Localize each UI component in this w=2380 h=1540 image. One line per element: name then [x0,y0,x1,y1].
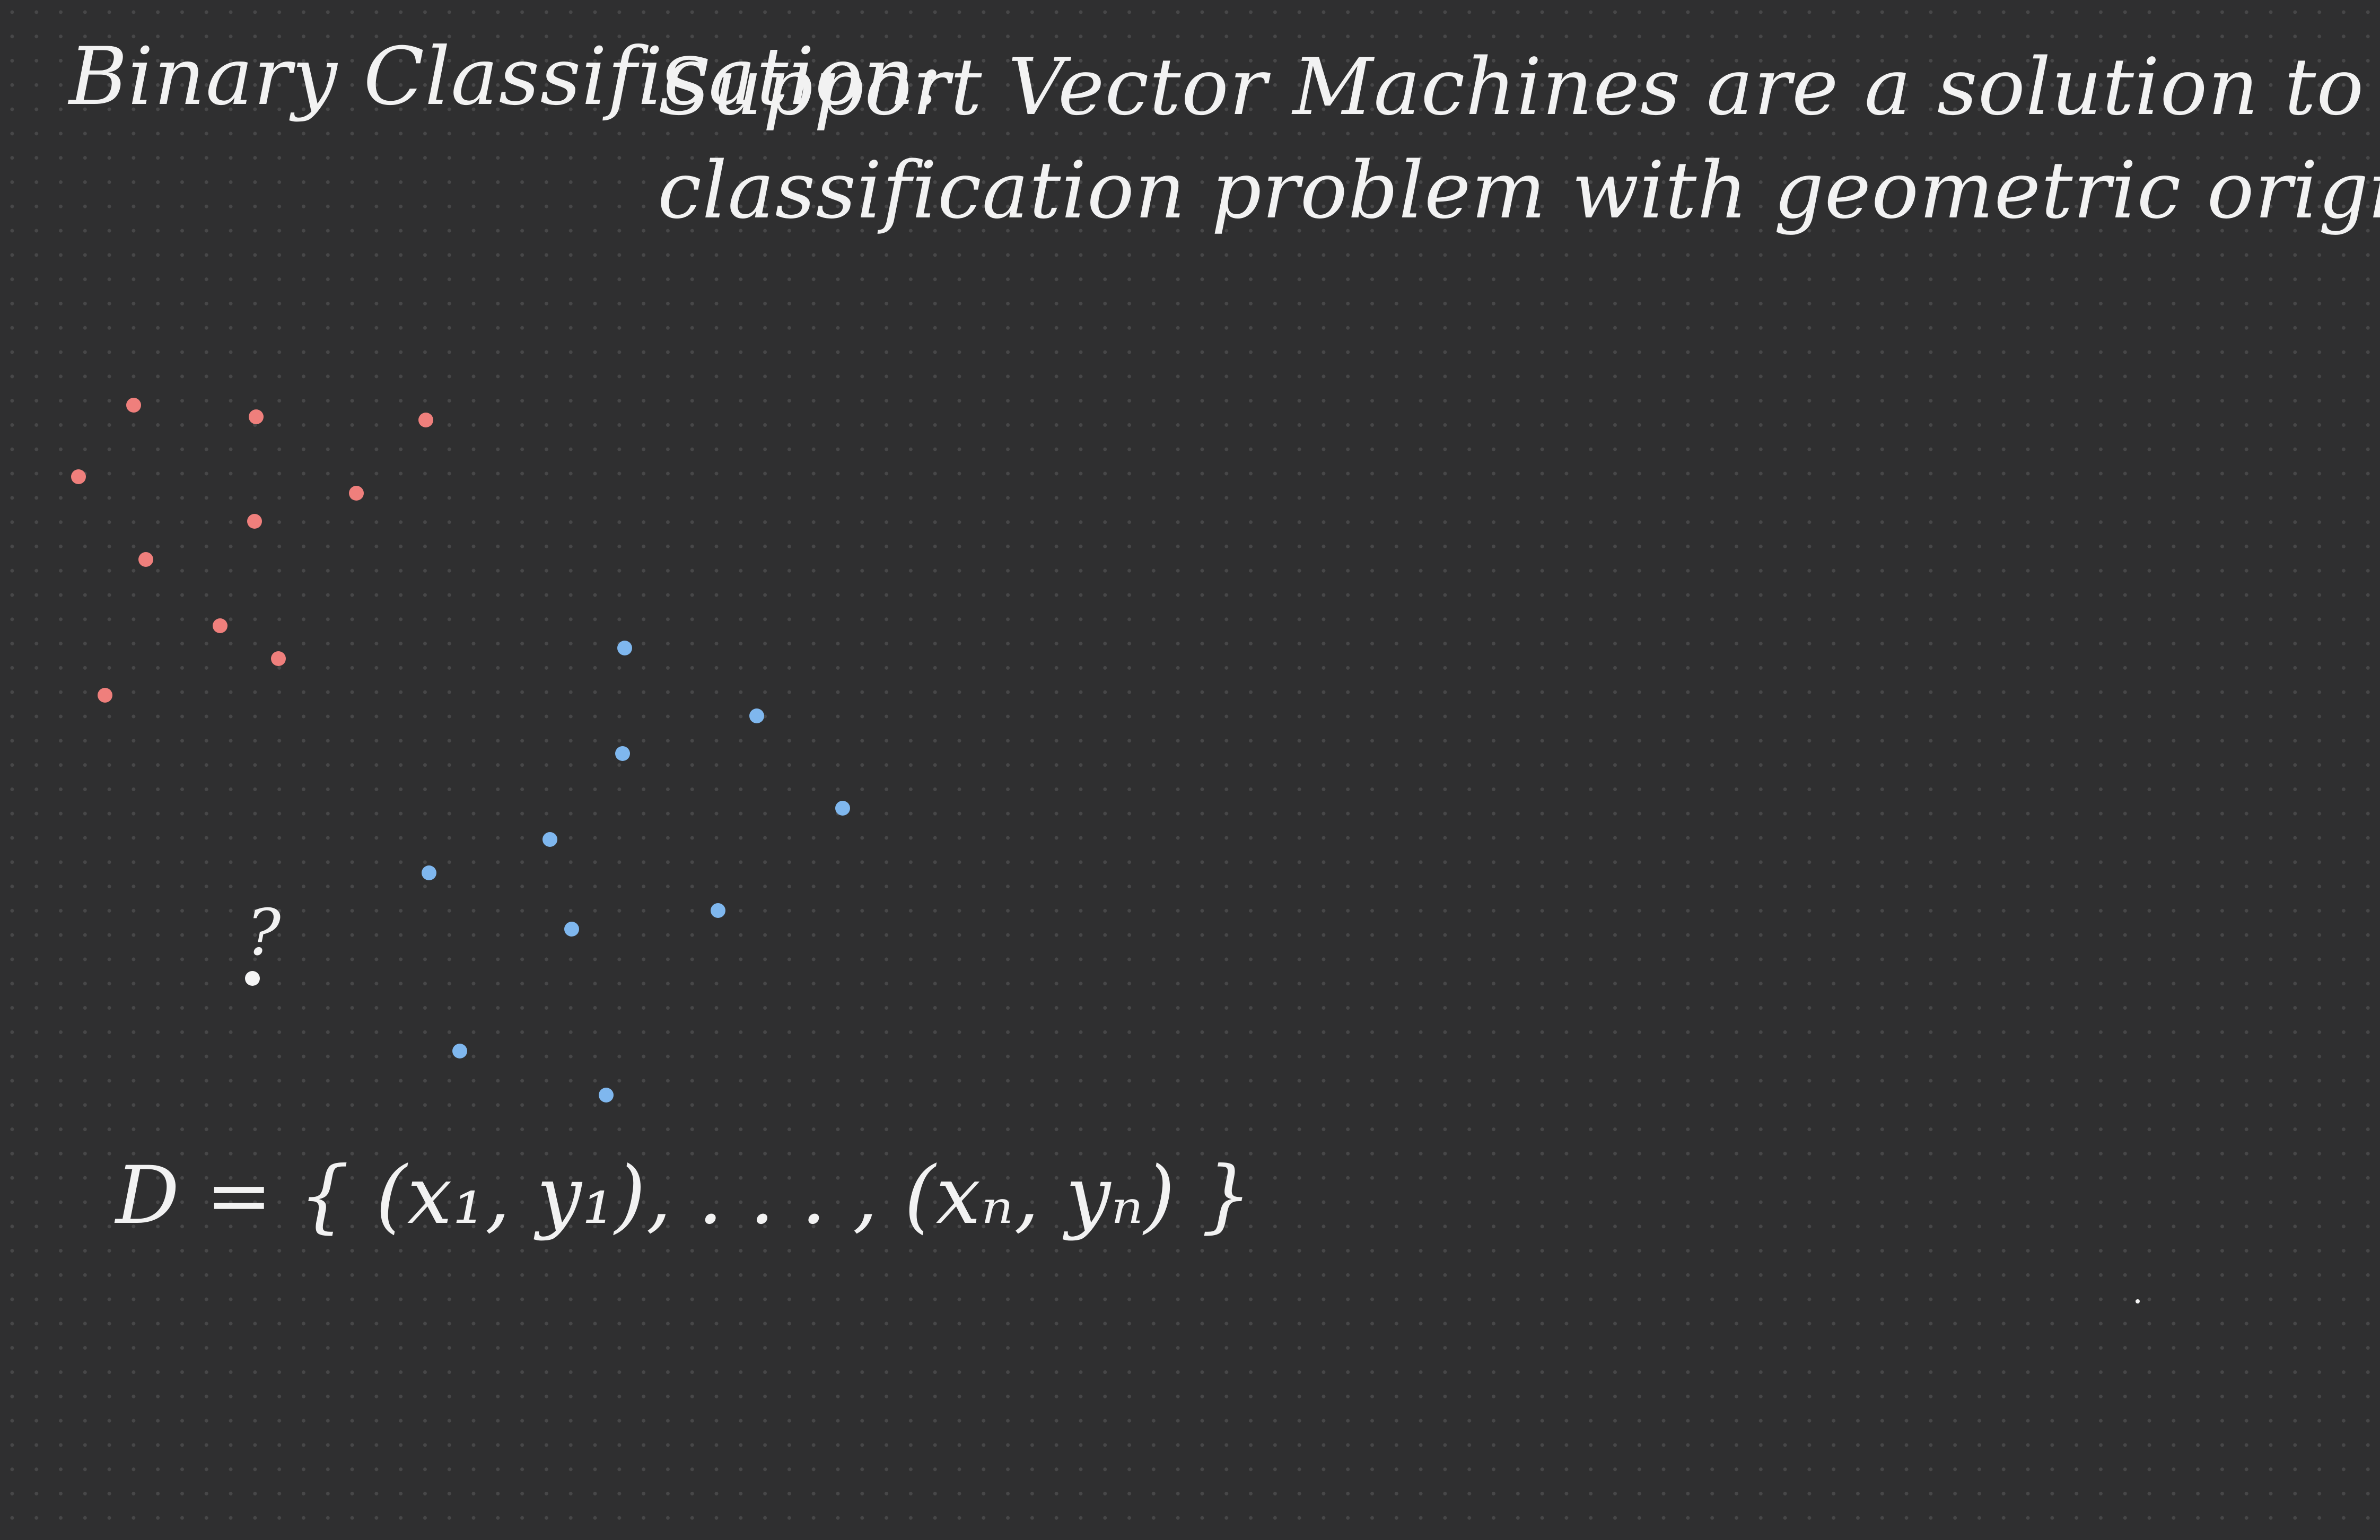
blue-class-point [711,903,725,918]
red-class-point [98,688,112,703]
description-line-1: Support Vector Machines are a solution t… [658,41,2380,133]
red-class-point [349,486,364,501]
blue-class-point [599,1088,614,1102]
red-class-point [126,398,141,413]
blue-class-point [749,708,764,723]
red-class-point [247,514,262,529]
query-question-mark: ? [247,896,282,970]
blue-class-point [615,746,630,761]
red-class-point [213,618,228,633]
blue-class-point [422,865,436,880]
red-class-point [71,469,86,484]
blue-class-point [452,1044,467,1058]
blue-class-point [617,641,632,655]
blue-class-point [542,832,557,847]
red-class-point [249,409,264,424]
heading-binary-classification: Binary Classification: [69,31,943,123]
red-class-point [271,651,286,666]
blue-class-point [564,922,579,937]
red-class-point [138,552,153,567]
query-point [245,971,260,986]
red-class-point [418,413,433,427]
description-line-2: classification problem with geometric or… [658,145,2380,236]
ink-speck [2136,1299,2140,1303]
blue-class-point [835,801,850,816]
dataset-formula: D = { (x₁, y₁), . . . , (xₙ, yₙ) } [116,1150,1253,1242]
